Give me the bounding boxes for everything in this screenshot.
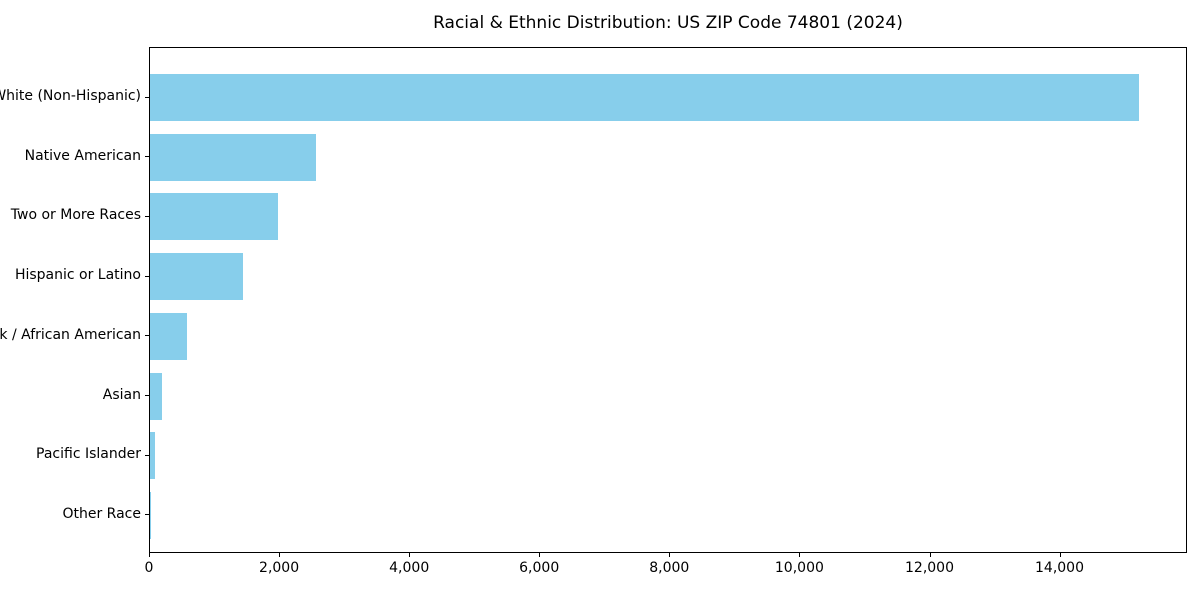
bar-two-or-more-races — [150, 193, 279, 241]
x-tick-label: 4,000 — [389, 560, 430, 576]
x-tick-mark — [1059, 553, 1061, 557]
chart-title: Racial & Ethnic Distribution: US ZIP Cod… — [433, 13, 903, 33]
plot-area — [149, 47, 1187, 553]
x-tick-label: 8,000 — [649, 560, 690, 576]
x-tick-label: 10,000 — [774, 560, 824, 576]
y-tick-label: Other Race — [62, 505, 141, 522]
bar-pacific-islander — [150, 432, 155, 480]
y-tick-label: Pacific Islander — [36, 446, 141, 463]
y-tick-label: Black / African American — [0, 326, 141, 343]
y-tick-mark — [145, 156, 149, 158]
x-tick-label: 14,000 — [1035, 560, 1084, 576]
bar-other-race — [150, 491, 151, 539]
y-tick-mark — [145, 514, 149, 516]
x-tick-mark — [149, 553, 150, 557]
y-tick-label: Hispanic or Latino — [14, 267, 141, 284]
x-tick-mark — [799, 553, 801, 557]
bar-asian — [150, 372, 163, 420]
y-tick-label: Two or More Races — [10, 207, 141, 224]
x-tick-label: 0 — [144, 560, 154, 576]
y-tick-mark — [145, 275, 149, 277]
y-tick-label: Native American — [24, 147, 141, 164]
x-tick-mark — [669, 553, 671, 557]
bar-hispanic-or-latino — [150, 253, 243, 301]
bar-black-african-american — [150, 312, 188, 360]
x-tick-label: 12,000 — [905, 560, 954, 576]
x-tick-label: 2,000 — [259, 560, 300, 576]
y-tick-mark — [145, 215, 149, 217]
bar-native-american — [150, 133, 316, 181]
x-tick-mark — [539, 553, 541, 557]
x-tick-mark — [409, 553, 411, 557]
x-tick-mark — [279, 553, 281, 557]
x-tick-mark — [929, 553, 931, 557]
y-tick-label: Asian — [102, 386, 141, 403]
y-tick-mark — [145, 96, 149, 98]
y-tick-mark — [145, 454, 149, 456]
bar-white-non-hispanic — [150, 74, 1139, 121]
y-tick-mark — [145, 335, 149, 337]
x-tick-label: 6,000 — [519, 560, 560, 576]
y-tick-label: White (Non-Hispanic) — [0, 88, 141, 104]
y-tick-mark — [145, 395, 149, 396]
